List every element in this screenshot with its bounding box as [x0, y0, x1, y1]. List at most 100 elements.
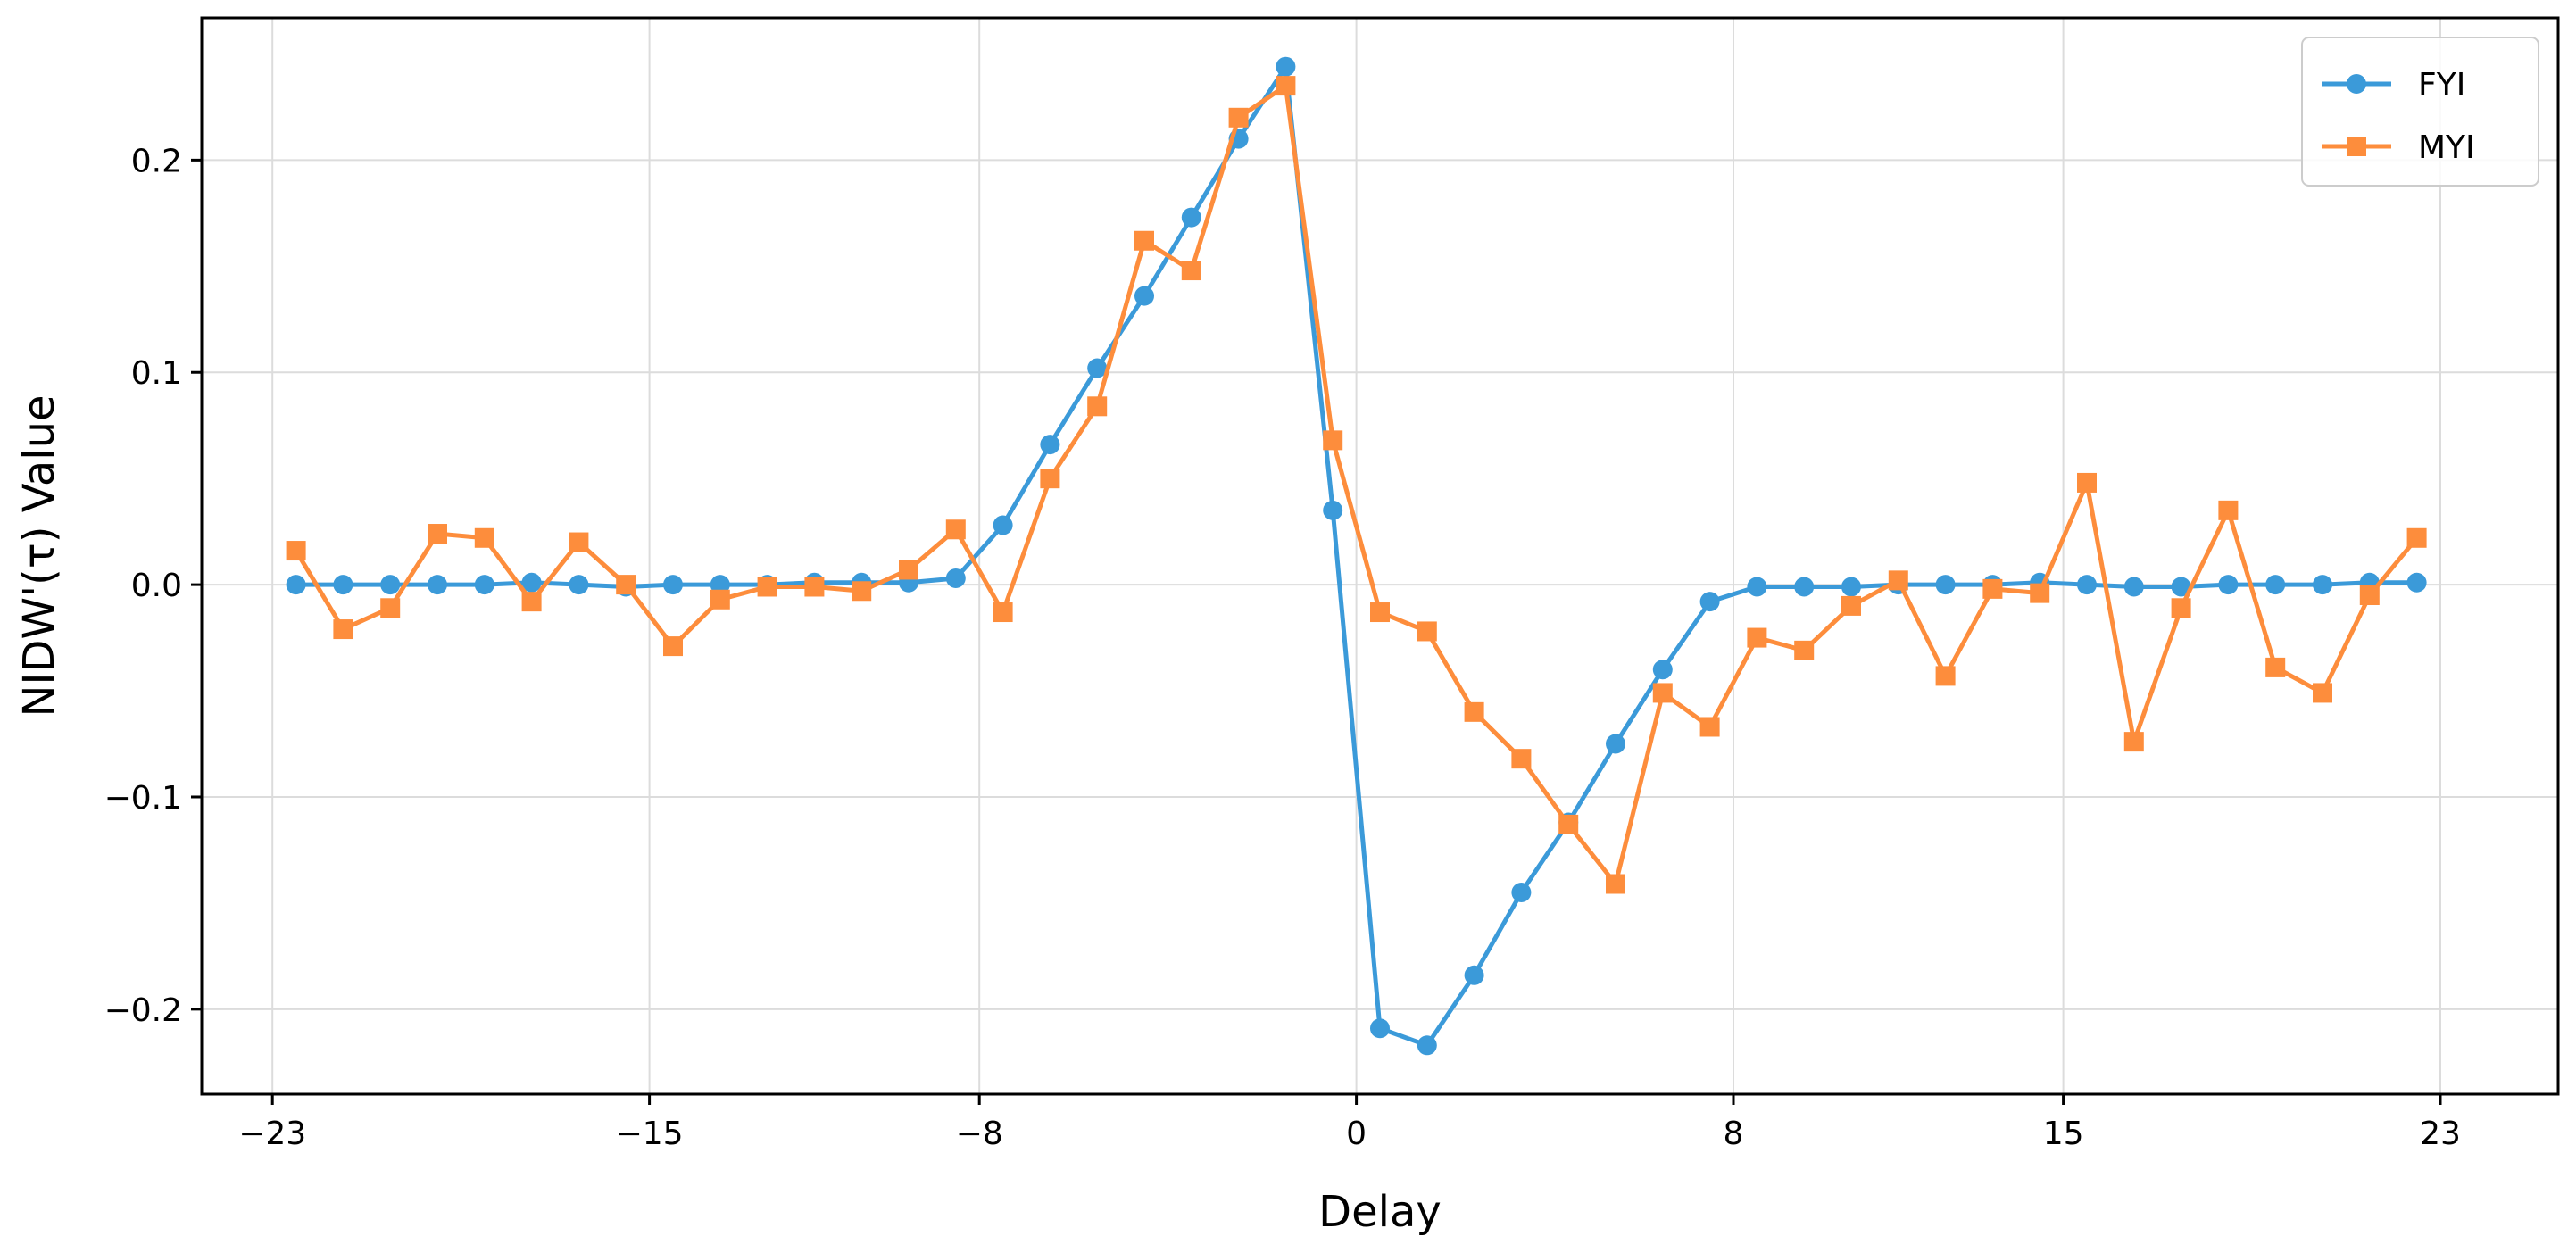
x-tick-label: 0 — [1346, 1116, 1367, 1152]
x-tick-label: −23 — [238, 1116, 306, 1152]
data-point-myi — [2265, 657, 2286, 677]
data-point-myi — [2359, 585, 2380, 606]
data-point-fyi — [1935, 575, 1956, 595]
data-point-myi — [1841, 595, 1861, 616]
data-point-myi — [1558, 814, 1579, 834]
data-point-fyi — [1087, 358, 1108, 378]
x-axis-title: Delay — [1318, 1187, 1442, 1237]
data-point-fyi — [2406, 572, 2427, 593]
data-point-myi — [474, 527, 494, 548]
data-point-myi — [2406, 527, 2427, 548]
y-tick-label: −0.1 — [104, 780, 182, 817]
data-point-myi — [852, 581, 872, 602]
data-point-fyi — [1370, 1018, 1390, 1039]
data-point-myi — [1370, 602, 1390, 623]
data-point-fyi — [2218, 575, 2239, 595]
data-point-myi — [1181, 261, 1201, 281]
data-point-myi — [757, 577, 777, 597]
data-point-fyi — [1652, 660, 1673, 680]
data-point-fyi — [1040, 435, 1060, 455]
data-point-myi — [428, 524, 447, 544]
data-point-myi — [1417, 621, 1437, 642]
data-point-fyi — [2123, 577, 2144, 597]
data-point-myi — [286, 541, 306, 561]
data-point-myi — [2077, 472, 2097, 493]
legend[interactable]: FYI MYI — [2301, 37, 2539, 187]
data-point-fyi — [521, 572, 542, 593]
data-point-fyi — [1841, 577, 1861, 597]
data-point-fyi — [333, 575, 353, 595]
data-point-myi — [710, 589, 730, 610]
data-point-fyi — [1181, 207, 1201, 228]
x-tick-label: −15 — [616, 1116, 684, 1152]
x-tick-label: −8 — [956, 1116, 1003, 1152]
data-point-myi — [1652, 683, 1673, 703]
series-line-myi — [294, 83, 2419, 887]
legend-label: MYI — [2418, 129, 2475, 166]
data-point-fyi — [2077, 575, 2097, 595]
data-point-myi — [2218, 500, 2239, 520]
data-point-myi — [1323, 430, 1343, 451]
data-point-fyi — [1323, 500, 1343, 520]
data-point-myi — [333, 619, 353, 640]
x-tick-label: 8 — [1724, 1116, 1744, 1152]
y-tick-label: 0.2 — [131, 143, 182, 179]
y-tick-label: −0.2 — [104, 992, 182, 1029]
series-line-fyi — [295, 64, 2417, 1048]
data-point-myi — [2030, 583, 2050, 603]
data-point-myi — [2171, 598, 2191, 618]
data-point-myi — [616, 575, 636, 595]
y-tick-label: 0.0 — [131, 568, 182, 604]
series-layer — [286, 56, 2427, 1056]
x-tick-label: 23 — [2420, 1116, 2461, 1152]
data-point-fyi — [1134, 286, 1154, 306]
data-point-myi — [945, 519, 966, 540]
data-point-fyi — [2171, 577, 2191, 597]
data-point-fyi — [1417, 1035, 1437, 1056]
data-point-myi — [1511, 749, 1532, 769]
data-point-myi — [380, 598, 401, 618]
data-point-myi — [1888, 570, 1908, 591]
data-point-fyi — [286, 575, 306, 595]
data-point-fyi — [1699, 592, 1720, 612]
data-point-myi — [663, 636, 683, 657]
y-tick-label: 0.1 — [131, 355, 182, 392]
data-point-myi — [1699, 717, 1720, 737]
data-point-fyi — [474, 575, 494, 595]
data-point-fyi — [569, 575, 589, 595]
data-point-myi — [1606, 874, 1625, 894]
data-point-myi — [1982, 578, 2003, 599]
data-point-myi — [1134, 230, 1154, 251]
data-point-fyi — [1464, 965, 1484, 985]
data-point-myi — [1228, 107, 1249, 128]
data-point-myi — [1747, 627, 1767, 648]
data-point-fyi — [945, 568, 966, 588]
data-point-fyi — [1511, 883, 1532, 903]
data-point-myi — [1276, 76, 1296, 96]
legend-item-fyi: FYI — [2322, 67, 2465, 104]
data-point-myi — [2123, 732, 2144, 752]
legend-label: FYI — [2418, 67, 2465, 104]
data-point-myi — [804, 577, 825, 597]
data-point-myi — [521, 592, 542, 612]
data-point-myi — [2313, 683, 2332, 703]
series-myi — [286, 76, 2427, 894]
x-tick-label: 15 — [2043, 1116, 2084, 1152]
data-point-fyi — [1794, 577, 1815, 597]
data-point-fyi — [993, 515, 1013, 535]
data-point-fyi — [663, 575, 683, 595]
plot-frame — [200, 16, 2560, 1096]
data-point-fyi — [380, 575, 401, 595]
data-point-myi — [569, 532, 589, 552]
data-point-fyi — [710, 575, 730, 595]
legend-marker — [2347, 137, 2366, 156]
data-point-fyi — [2313, 575, 2332, 595]
data-point-myi — [1794, 640, 1815, 660]
data-point-fyi — [1606, 734, 1625, 754]
data-point-myi — [993, 602, 1013, 623]
data-point-myi — [1935, 666, 1956, 686]
y-axis-title: NIDW'(τ) Value — [14, 394, 64, 717]
data-point-fyi — [1276, 56, 1296, 77]
